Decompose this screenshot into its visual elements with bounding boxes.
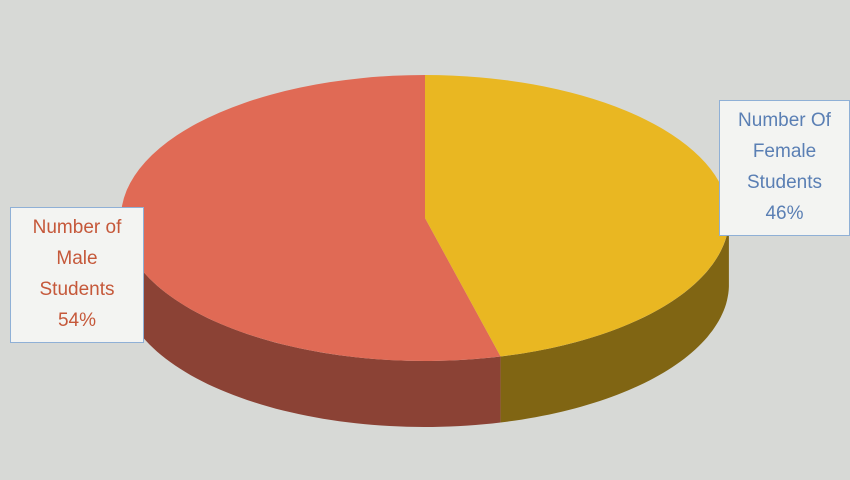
male-label-line-3: Students <box>39 279 115 300</box>
pie-side-1 <box>500 220 729 423</box>
male-label-line-1: Number of <box>32 217 122 238</box>
male-label-line-2: Male <box>56 248 98 269</box>
pie-slice-1 <box>425 75 729 357</box>
pie-side-0 <box>121 219 501 427</box>
female-label-line-1: Number Of <box>738 110 831 131</box>
pie-slice-0 <box>120 74 501 361</box>
female-percent-label: 46% <box>765 203 804 224</box>
male-percent-label: 54% <box>57 310 97 331</box>
female-label-line-3: Students <box>747 172 822 193</box>
male-students-callout: Number of Male Students 54% <box>10 207 144 343</box>
female-label-line-2: Female <box>752 141 817 162</box>
female-students-callout: Number Of Female Students 46% <box>719 100 850 236</box>
